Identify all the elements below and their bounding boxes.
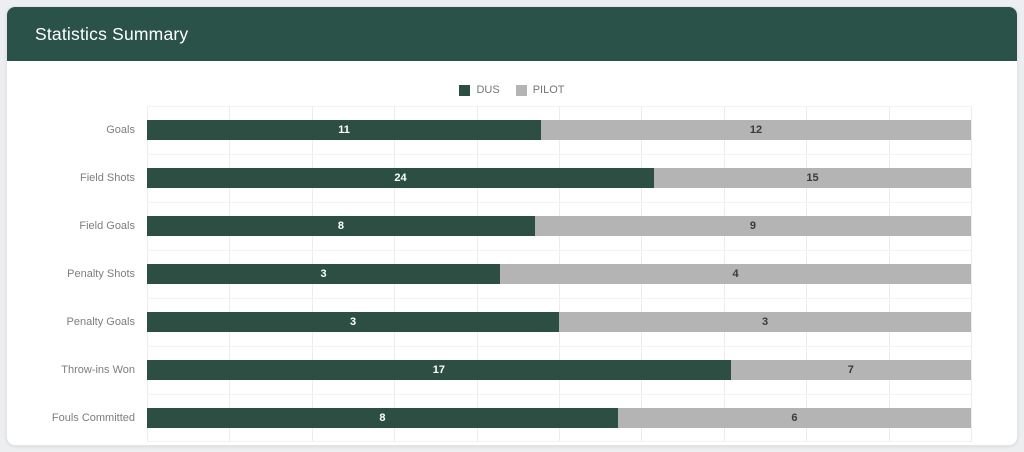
bar-value-label: 15 <box>806 171 819 184</box>
statistics-card: Statistics Summary DUS PILOT Goals 11 12 Fie… <box>6 6 1018 446</box>
bar-value-label: 3 <box>320 267 327 280</box>
category-label: Field Goals <box>79 220 135 232</box>
chart-row: Field Shots 24 15 <box>17 154 971 202</box>
bar-value-label: 9 <box>749 219 756 232</box>
bar-segment-dus[interactable]: 17 <box>147 360 731 380</box>
bar-value-label: 12 <box>749 123 763 136</box>
bar-segment-dus[interactable]: 24 <box>147 168 655 188</box>
legend-item-pilot[interactable]: PILOT <box>515 84 565 96</box>
bar-track: 17 7 <box>147 360 971 380</box>
chart-area: DUS PILOT Goals 11 12 Field Shots 24 15 Field G… <box>7 61 1017 442</box>
bar-segment-dus[interactable]: 3 <box>147 312 559 332</box>
bar-value-label: 3 <box>349 315 357 328</box>
bar-value-label: 6 <box>791 411 798 424</box>
chart-legend: DUS PILOT <box>7 83 1017 97</box>
legend-label: DUS <box>476 84 500 96</box>
bar-segment-pilot[interactable]: 12 <box>541 120 971 140</box>
bar-segment-dus[interactable]: 8 <box>147 408 618 428</box>
bar-segment-pilot[interactable]: 3 <box>559 312 971 332</box>
chart-row: Penalty Shots 3 4 <box>17 250 971 298</box>
category-label: Throw-ins Won <box>61 364 135 376</box>
bar-segment-dus[interactable]: 8 <box>147 216 535 236</box>
bar-track: 24 15 <box>147 168 971 188</box>
bar-segment-pilot[interactable]: 15 <box>654 168 971 188</box>
bar-segment-dus[interactable]: 3 <box>147 264 501 284</box>
bar-segment-pilot[interactable]: 7 <box>730 360 971 380</box>
bar-value-label: 3 <box>761 315 769 328</box>
bar-value-label: 8 <box>337 219 344 232</box>
bar-value-label: 4 <box>732 267 739 280</box>
bar-segment-pilot[interactable]: 6 <box>617 408 971 428</box>
category-label: Penalty Goals <box>66 316 135 328</box>
category-label: Fouls Committed <box>51 412 135 424</box>
bar-value-label: 7 <box>847 363 854 376</box>
legend-item-dus[interactable]: DUS <box>459 84 500 96</box>
bar-track: 11 12 <box>147 120 971 140</box>
bar-value-label: 11 <box>338 123 350 136</box>
legend-swatch-icon <box>459 84 471 96</box>
category-label: Penalty Shots <box>67 268 135 280</box>
bar-value-label: 8 <box>379 411 386 424</box>
vertical-gridline <box>971 106 972 442</box>
legend-swatch-icon <box>515 84 527 96</box>
chart-row: Fouls Committed 8 6 <box>17 394 971 442</box>
legend-label: PILOT <box>532 84 565 96</box>
bar-value-label: 17 <box>432 363 445 376</box>
card-header: Statistics Summary <box>7 7 1017 61</box>
chart-row: Goals 11 12 <box>17 106 971 154</box>
card-title: Statistics Summary <box>35 23 189 44</box>
bar-value-label: 24 <box>394 171 407 184</box>
stacked-bar-chart: Goals 11 12 Field Shots 24 15 Field Goals 8 9 Pen… <box>17 106 972 442</box>
chart-row: Penalty Goals 3 3 <box>17 298 971 346</box>
bar-segment-dus[interactable]: 11 <box>147 120 542 140</box>
chart-row: Throw-ins Won 17 7 <box>17 346 971 394</box>
chart-row: Field Goals 8 9 <box>17 202 971 250</box>
bar-segment-pilot[interactable]: 4 <box>500 264 971 284</box>
category-label: Field Shots <box>79 172 135 184</box>
category-label: Goals <box>106 124 135 136</box>
bar-segment-pilot[interactable]: 9 <box>534 216 971 236</box>
